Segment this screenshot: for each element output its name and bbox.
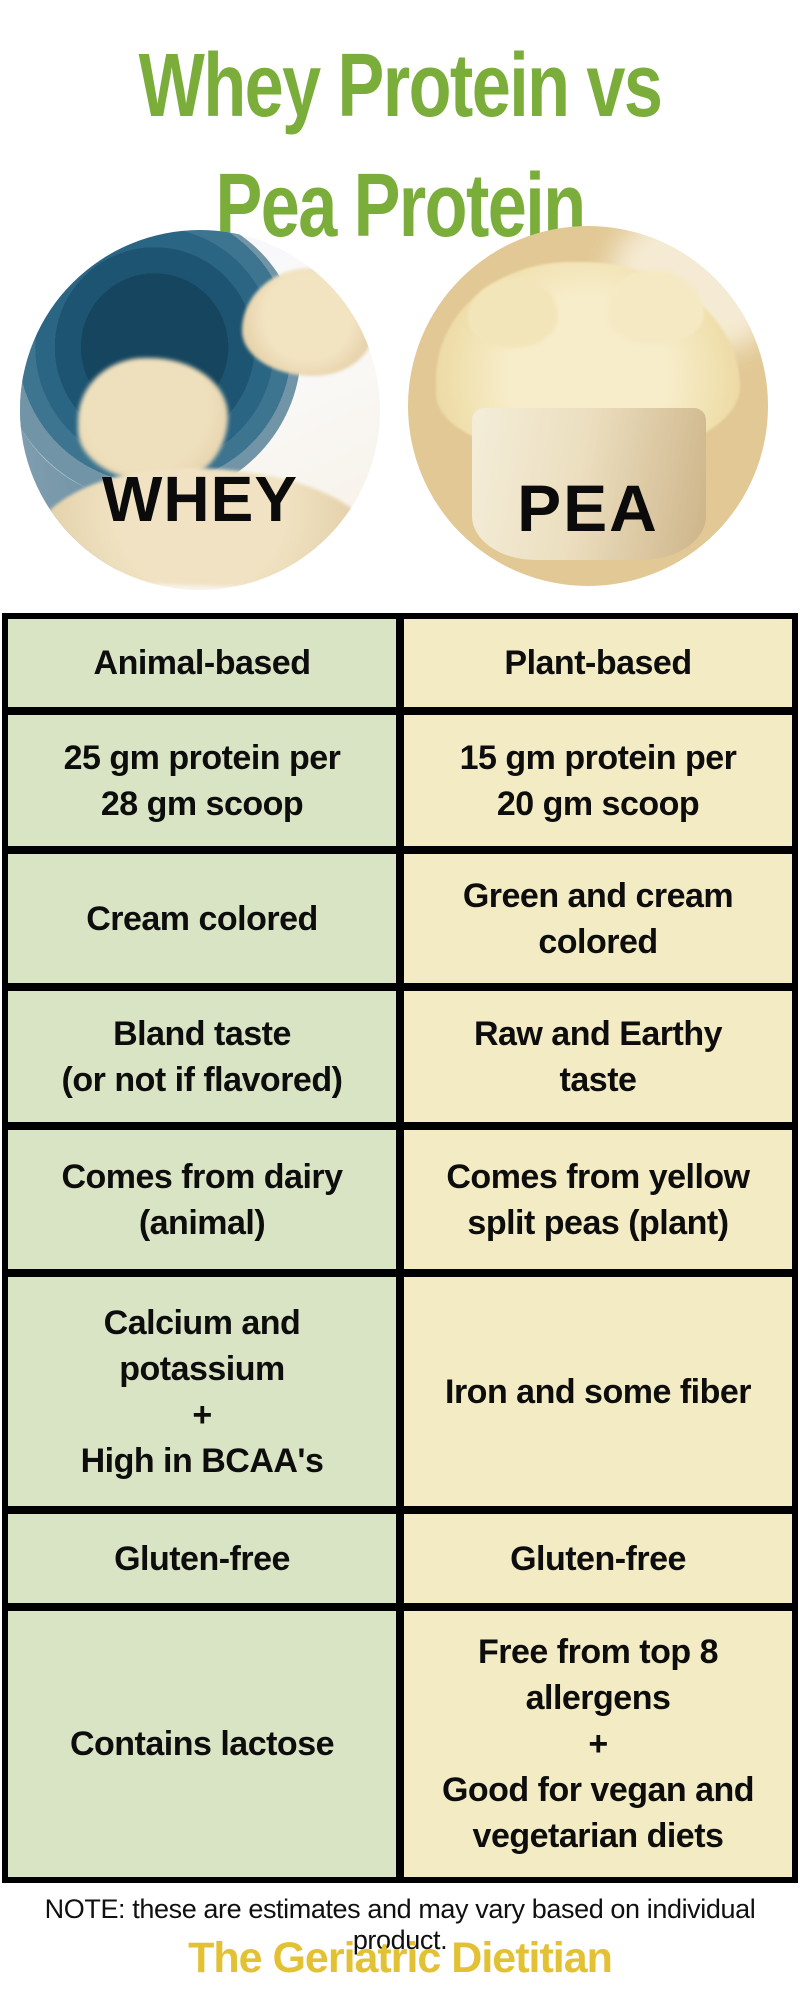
- pea-scoop-cup-shape: [472, 408, 706, 560]
- pea-powder-lump-shape: [468, 278, 558, 348]
- pea-powder-lump-shape: [608, 270, 704, 344]
- cell-pea-nutrients: Iron and some fiber: [404, 1277, 792, 1506]
- cell-whey-nutrients: Calcium and potassium + High in BCAA's: [8, 1277, 396, 1506]
- cell-pea-source: Comes from yellow split peas (plant): [404, 1130, 792, 1269]
- title-line-1: Whey Protein vs: [138, 36, 663, 136]
- cell-whey-protein: 25 gm protein per 28 gm scoop: [8, 715, 396, 846]
- whey-label: WHEY: [102, 463, 298, 535]
- cell-pea-protein: 15 gm protein per 20 gm scoop: [404, 715, 792, 846]
- cell-pea-gluten: Gluten-free: [404, 1514, 792, 1603]
- pea-protein-photo: PEA: [408, 226, 768, 586]
- cell-whey-type: Animal-based: [8, 619, 396, 707]
- whey-powder-spill-shape: [78, 358, 228, 483]
- comparison-table: Animal-based Plant-based 25 gm protein p…: [2, 613, 798, 1883]
- page-title: Whey Protein vs Pea Protein: [0, 26, 800, 266]
- cell-whey-source: Comes from dairy (animal): [8, 1130, 396, 1269]
- cell-whey-color: Cream colored: [8, 854, 396, 983]
- cell-whey-allergen: Contains lactose: [8, 1611, 396, 1877]
- whey-powder-mound-shape: [242, 268, 374, 376]
- whey-protein-photo: WHEY: [20, 230, 380, 590]
- cell-whey-gluten: Gluten-free: [8, 1514, 396, 1603]
- pea-label: PEA: [517, 471, 659, 545]
- cell-whey-taste: Bland taste (or not if flavored): [8, 991, 396, 1122]
- cell-pea-allergen: Free from top 8 allergens + Good for veg…: [404, 1611, 792, 1877]
- footnote: NOTE: these are estimates and may vary b…: [44, 1894, 756, 1955]
- brand-name: The Geriatric Dietitian: [188, 1934, 613, 1982]
- cell-pea-color: Green and cream colored: [404, 854, 792, 983]
- cell-pea-taste: Raw and Earthy taste: [404, 991, 792, 1122]
- cell-pea-type: Plant-based: [404, 619, 792, 707]
